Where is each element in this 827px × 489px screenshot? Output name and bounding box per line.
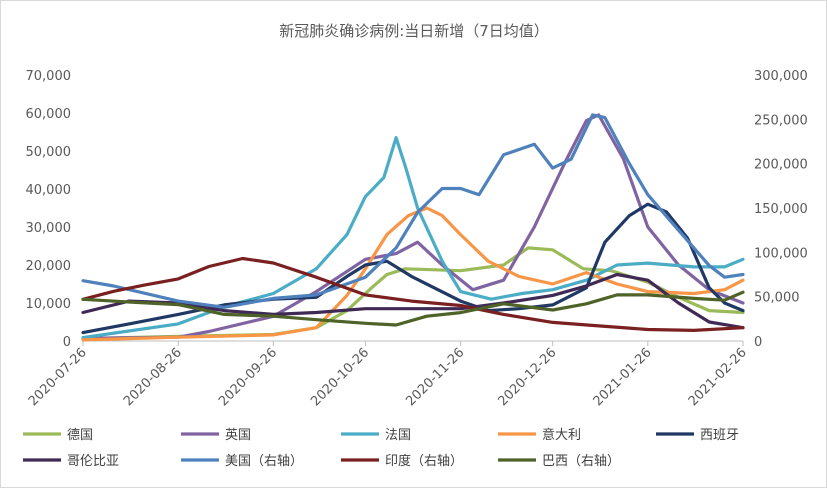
series-line — [81, 136, 745, 340]
y-left-tick-label: 0 — [63, 335, 71, 350]
legend-label: 巴西（右轴） — [542, 454, 620, 469]
y-axis-right: 0 50,000 100,000 150,000 200,000 250,000 300,0… — [754, 69, 808, 350]
series-line — [81, 290, 745, 327]
chart-title: 新冠肺炎确诊病例:当日新增（7日均值） — [279, 22, 549, 40]
x-tick-label: 2020-11-26 — [403, 345, 467, 409]
legend-label: 意大利 — [542, 427, 581, 443]
x-tick-label: 2020-09-26 — [216, 345, 280, 409]
x-tick-label: 2020-07-26 — [26, 345, 90, 409]
y-left-tick-label: 20,000 — [26, 259, 72, 274]
y-left-tick-label: 50,000 — [26, 145, 72, 160]
legend-label: 英国 — [225, 428, 251, 443]
series-line — [81, 206, 745, 342]
x-tick-label: 2021-02-26 — [686, 345, 750, 409]
series-line — [81, 272, 745, 330]
y-right-tick-label: 200,000 — [754, 158, 808, 173]
legend-label: 哥伦比亚 — [67, 454, 119, 469]
legend-label: 德国 — [67, 428, 93, 443]
y-left-tick-label: 10,000 — [26, 297, 72, 312]
x-axis: 2020-07-26 2020-08-26 2020-09-26 2020-10-26… — [26, 340, 750, 409]
y-left-tick-label: 70,000 — [26, 69, 72, 84]
y-left-tick-label: 40,000 — [26, 183, 72, 198]
y-axis-left: 0 10,000 20,000 30,000 40,000 50,000 60,000 70,… — [26, 69, 72, 350]
legend-label: 法国 — [385, 428, 411, 443]
legend-label: 印度（右轴） — [385, 453, 463, 469]
x-tick-label: 2020-12-26 — [495, 345, 559, 409]
series-line — [81, 113, 745, 340]
y-right-tick-label: 150,000 — [754, 202, 808, 217]
y-right-tick-label: 0 — [754, 335, 762, 350]
x-tick-label: 2020-10-26 — [308, 345, 372, 409]
legend-label: 西班牙 — [700, 428, 739, 443]
y-right-tick-label: 50,000 — [754, 291, 800, 306]
series-lines — [81, 113, 745, 342]
x-tick-label: 2020-08-26 — [121, 345, 185, 409]
y-left-tick-label: 60,000 — [26, 107, 72, 122]
x-tick-label: 2021-01-26 — [591, 345, 655, 409]
y-left-tick-label: 30,000 — [26, 221, 72, 236]
y-right-tick-label: 250,000 — [754, 113, 808, 128]
legend-label: 美国（右轴） — [225, 454, 303, 469]
y-right-tick-label: 300,000 — [754, 69, 808, 84]
y-right-tick-label: 100,000 — [754, 246, 808, 261]
series-line — [81, 256, 745, 332]
series-line — [81, 113, 745, 309]
